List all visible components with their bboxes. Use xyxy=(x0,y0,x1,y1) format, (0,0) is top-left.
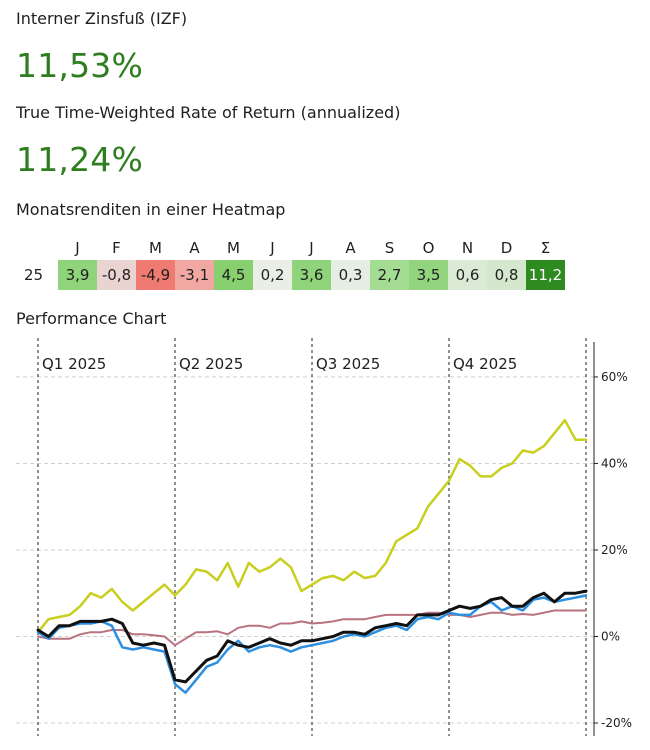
heatmap-title: Monatsrenditen in einer Heatmap xyxy=(16,200,286,219)
series-line-black xyxy=(36,589,588,684)
y-axis-tick-label: 0% xyxy=(601,630,620,644)
heatmap-month-header: N xyxy=(461,239,474,257)
heatmap-year-header xyxy=(16,236,58,260)
heatmap-month-header: J xyxy=(270,239,275,257)
quarter-label: Q4 2025 xyxy=(453,355,517,373)
quarter-label: Q1 2025 xyxy=(42,355,106,373)
heatmap-cell: 2,7 xyxy=(370,260,409,290)
heatmap-month-header: M xyxy=(149,239,162,257)
heatmap-row: 25 3,9 -0,8 -4,9 -3,1 4,5 0,2 3,6 0,3 2,… xyxy=(16,260,565,290)
heatmap-month-header: J xyxy=(309,239,314,257)
heatmap-month-header: M xyxy=(227,239,240,257)
monthly-returns-heatmap: J F M A M J J A S O N D Σ 25 3,9 -0,8 -4… xyxy=(16,236,565,290)
heatmap-cell: -4,9 xyxy=(136,260,175,290)
heatmap-cell: -0,8 xyxy=(97,260,136,290)
performance-chart-title: Performance Chart xyxy=(16,309,167,328)
heatmap-month-header: F xyxy=(112,239,121,257)
heatmap-cell: 0,8 xyxy=(487,260,526,290)
ttwror-label: True Time-Weighted Rate of Return (annua… xyxy=(16,103,401,122)
heatmap-cell: 0,3 xyxy=(331,260,370,290)
quarter-label: Q2 2025 xyxy=(179,355,243,373)
performance-chart: Q1 2025 Q2 2025 Q3 2025 Q4 2025 60% 40% 20% 0% -… xyxy=(16,338,632,736)
heatmap-month-header: A xyxy=(345,239,356,257)
heatmap-cell: 3,9 xyxy=(58,260,97,290)
heatmap-month-header: D xyxy=(500,239,513,257)
heatmap-month-header: S xyxy=(384,239,395,257)
heatmap-month-header: O xyxy=(422,239,435,257)
heatmap-month-header: A xyxy=(189,239,200,257)
heatmap-cell: 3,5 xyxy=(409,260,448,290)
heatmap-total-cell: 11,2 xyxy=(526,260,565,290)
y-axis-tick-label: 20% xyxy=(601,543,628,557)
heatmap-cell: 3,6 xyxy=(292,260,331,290)
irr-value: 11,53% xyxy=(16,46,144,85)
y-axis-tick-label: 60% xyxy=(601,370,628,384)
heatmap-month-header: J xyxy=(75,239,80,257)
heatmap-cell: 0,2 xyxy=(253,260,292,290)
heatmap-cell: 4,5 xyxy=(214,260,253,290)
series-line-pink xyxy=(37,609,587,647)
y-axis-tick-label: -20% xyxy=(601,716,632,730)
ttwror-value: 11,24% xyxy=(16,140,144,179)
series-line-blue xyxy=(36,594,588,694)
heatmap-header-row: J F M A M J J A S O N D Σ xyxy=(16,236,565,260)
irr-label: Interner Zinsfuß (IZF) xyxy=(16,9,188,28)
heatmap-cell: -3,1 xyxy=(175,260,214,290)
heatmap-year-cell: 25 xyxy=(24,266,44,284)
series-line-yellow xyxy=(36,418,588,634)
heatmap-sum-header: Σ xyxy=(540,239,551,257)
heatmap-cell: 0,6 xyxy=(448,260,487,290)
y-axis-tick-label: 40% xyxy=(601,456,628,470)
quarter-label: Q3 2025 xyxy=(316,355,380,373)
